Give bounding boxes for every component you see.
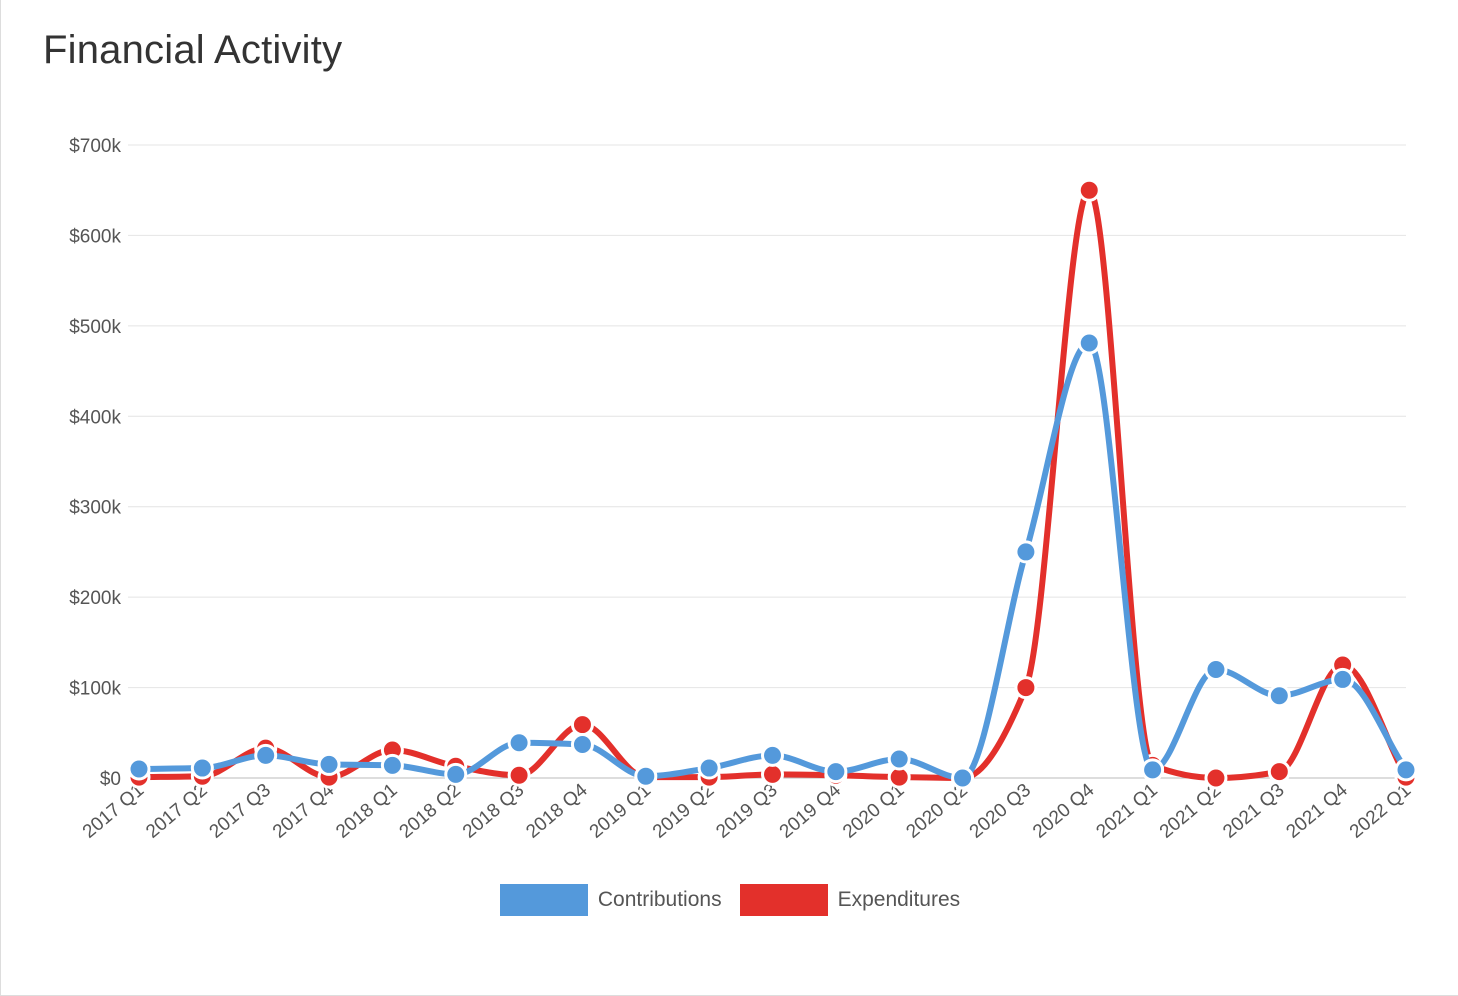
x-tick-label: 2019 Q3 <box>712 780 781 843</box>
data-point-contributions <box>824 760 848 784</box>
data-point-contributions <box>761 743 784 767</box>
data-point-contributions <box>1014 540 1038 564</box>
legend-swatch-expenditures <box>739 884 828 916</box>
x-tick-label: 2018 Q2 <box>396 780 465 843</box>
x-tick-label: 2019 Q1 <box>586 780 655 843</box>
legend-item-expenditures[interactable]: Expenditures <box>739 884 961 916</box>
y-tick-label: $100k <box>69 679 121 700</box>
x-tick-label: 2020 Q4 <box>1029 779 1099 842</box>
x-tick-label: 2018 Q4 <box>522 779 592 842</box>
y-tick-label: $200k <box>69 588 121 609</box>
x-tick-label: 2018 Q1 <box>332 780 401 843</box>
y-tick-label: $700k <box>69 136 121 157</box>
data-point-contributions <box>190 756 214 780</box>
data-point-expenditures <box>1077 178 1101 202</box>
data-point-contributions <box>254 743 278 767</box>
legend: Contributions Expenditures <box>1 883 1458 917</box>
data-point-expenditures <box>1204 766 1228 790</box>
x-tick-label: 2021 Q4 <box>1283 779 1353 842</box>
x-tick-label: 2017 Q3 <box>206 780 275 843</box>
x-tick-label: 2021 Q3 <box>1219 780 1288 843</box>
series-expenditures <box>127 178 1418 790</box>
line-chart: $0 $100k $200k $300k $400k $500k $600k $700k 201… <box>69 136 1418 843</box>
legend-label-contributions: Contributions <box>597 888 722 911</box>
series-contributions <box>127 331 1418 790</box>
x-tick-label: 2021 Q1 <box>1092 780 1161 843</box>
y-tick-label: $0 <box>100 769 121 790</box>
x-tick-label: 2017 Q2 <box>142 780 211 843</box>
y-tick-label: $400k <box>69 407 121 428</box>
data-point-contributions <box>444 762 468 786</box>
data-point-contributions <box>570 733 594 757</box>
series-line-contributions <box>136 340 1409 781</box>
legend-label-expenditures: Expenditures <box>837 888 961 911</box>
series-line-expenditures <box>136 187 1409 781</box>
data-point-contributions <box>317 752 341 776</box>
data-point-expenditures <box>761 762 784 786</box>
x-tick-label: 2019 Q4 <box>776 779 846 842</box>
data-point-expenditures <box>1014 676 1038 700</box>
data-point-contributions <box>1267 684 1291 708</box>
x-tick-label: 2017 Q4 <box>269 779 339 842</box>
data-point-contributions <box>1331 667 1355 691</box>
x-tick-label: 2020 Q3 <box>966 780 1035 843</box>
legend-swatch-contributions <box>499 884 588 916</box>
y-tick-label: $300k <box>69 498 121 519</box>
data-point-contributions <box>127 757 151 781</box>
data-point-expenditures <box>1267 760 1291 784</box>
x-tick-label: 2020 Q1 <box>839 780 908 843</box>
legend-item-contributions[interactable]: Contributions <box>499 884 722 916</box>
data-point-contributions <box>887 747 911 771</box>
x-tick-label: 2018 Q3 <box>459 780 528 843</box>
data-point-contributions <box>1141 758 1165 782</box>
x-tick-label: 2022 Q1 <box>1346 780 1415 843</box>
data-point-expenditures <box>570 713 594 737</box>
data-point-contributions <box>634 764 658 788</box>
data-point-contributions <box>380 753 404 777</box>
data-point-contributions <box>1077 331 1101 355</box>
data-point-contributions <box>1394 758 1418 782</box>
y-tick-label: $600k <box>69 226 121 247</box>
data-point-contributions <box>1204 657 1228 681</box>
chart-title: Financial Activity <box>43 28 343 72</box>
data-point-expenditures <box>507 763 531 787</box>
data-point-contributions <box>507 731 531 755</box>
data-point-contributions <box>951 766 975 790</box>
y-tick-label: $500k <box>69 317 121 338</box>
x-tick-label: 2019 Q2 <box>649 780 718 843</box>
data-point-contributions <box>697 756 721 780</box>
